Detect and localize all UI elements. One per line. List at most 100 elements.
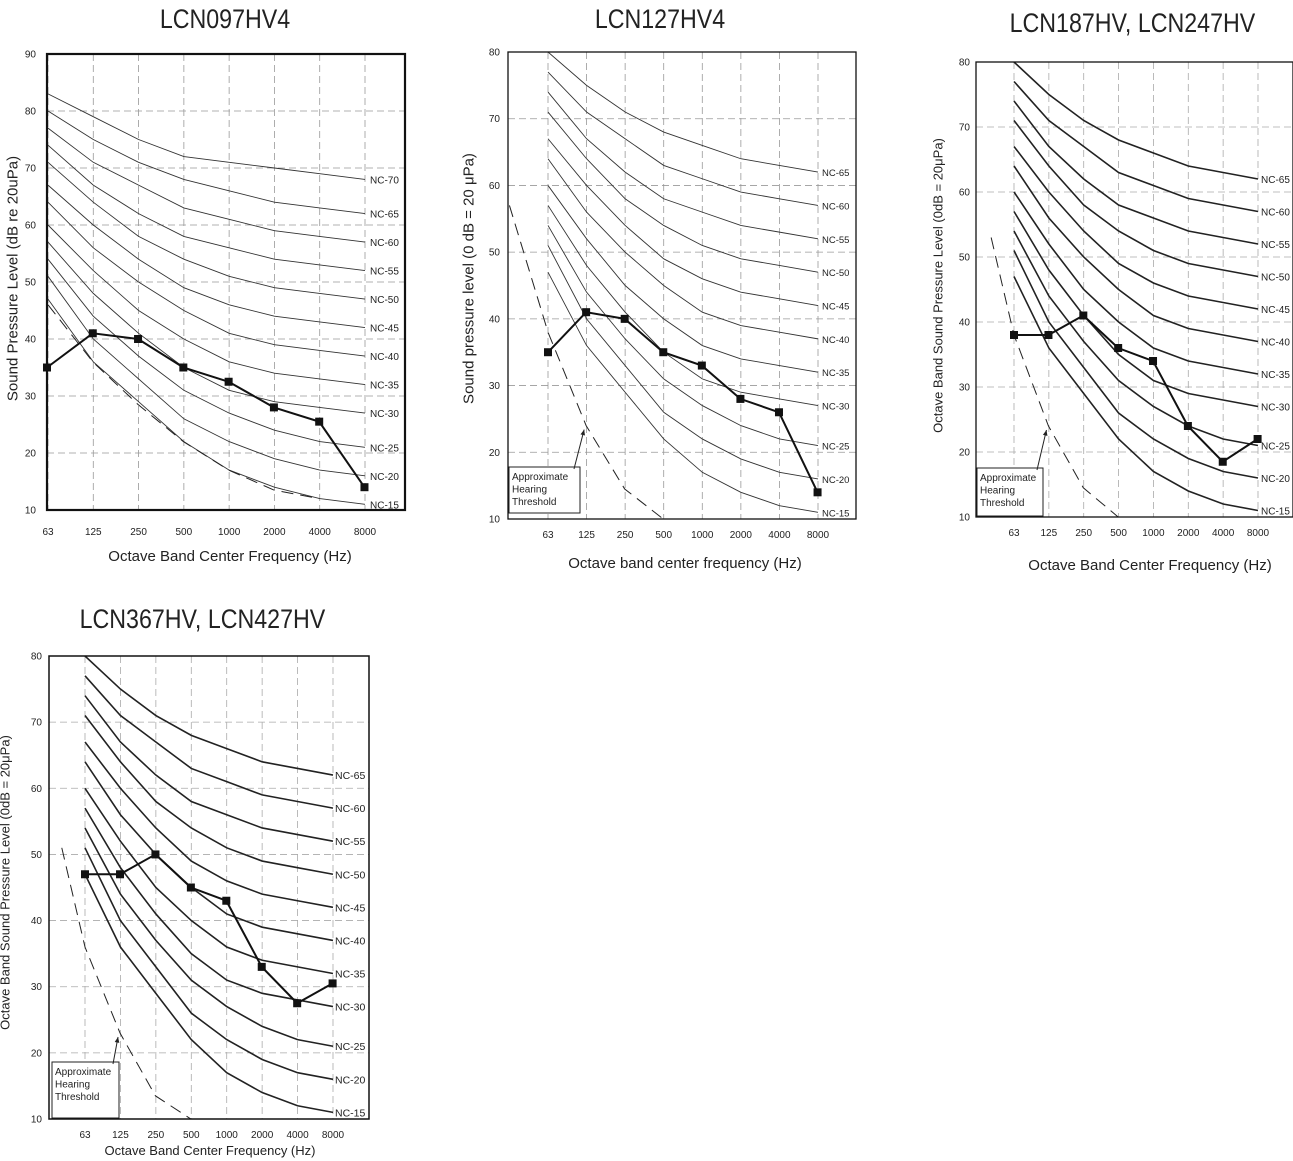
grid-lines: [49, 656, 369, 1119]
y-tick-label: 50: [31, 850, 43, 861]
y-tick-label: 60: [959, 188, 971, 199]
nc-curve-label: NC-60: [370, 238, 399, 249]
chart-title: LCN127HV4: [594, 4, 726, 34]
x-axis-label: Octave band center frequency (Hz): [568, 555, 802, 572]
nc-curve: [547, 91, 819, 240]
threshold-arrow: [1036, 429, 1047, 471]
nc-curve: [47, 161, 366, 300]
y-tick-label: 50: [959, 253, 971, 264]
nc-curve: [84, 675, 334, 809]
nc-curve-label: NC-40: [1261, 338, 1290, 349]
data-point-marker: [186, 883, 195, 892]
y-tick-label: 30: [25, 392, 37, 403]
y-tick-label: 20: [25, 449, 37, 460]
y-tick-label: 20: [489, 448, 501, 459]
nc-curve: [47, 127, 366, 243]
y-tick-label: 50: [489, 248, 501, 259]
x-tick-label: 63: [542, 530, 554, 541]
nc-curve: [1013, 230, 1259, 447]
data-point-marker: [116, 870, 125, 879]
nc-curve: [547, 205, 819, 407]
nc-curve: [1013, 120, 1259, 278]
data-point-marker: [659, 348, 668, 357]
unit-sound-line: [1014, 314, 1259, 464]
nc-curve-label: NC-20: [822, 475, 849, 486]
nc-curve: [84, 695, 334, 842]
threshold-label-text: Hearing: [55, 1080, 90, 1091]
nc-curve: [47, 224, 366, 386]
data-point-marker: [222, 896, 231, 905]
y-tick-label: 80: [959, 58, 971, 69]
threshold-arrow: [573, 429, 585, 470]
data-point-marker: [697, 361, 706, 370]
nc-curve-label: NC-45: [335, 902, 366, 914]
x-tick-label: 2000: [251, 1130, 274, 1141]
nc-curve: [547, 225, 819, 447]
x-tick-label: 125: [578, 530, 595, 541]
nc-curve: [547, 71, 819, 206]
nc-curve-label: NC-50: [822, 268, 849, 279]
nc-curve-label: NC-25: [822, 442, 849, 453]
x-tick-label: 8000: [354, 527, 377, 538]
nc-curve-label: NC-25: [335, 1041, 366, 1053]
nc-curve: [547, 271, 819, 513]
y-tick-label: 40: [489, 314, 501, 325]
nc-curve-label: NC-35: [370, 381, 399, 392]
x-tick-label: 63: [1008, 528, 1020, 539]
nc-curve-label: NC-55: [370, 267, 399, 278]
data-point-marker: [360, 483, 369, 492]
data-point-marker: [1079, 311, 1088, 320]
data-point-marker: [134, 335, 143, 343]
nc-curve-label: NC-40: [370, 352, 399, 363]
y-tick-label: 90: [25, 50, 37, 61]
nc-curve-label: NC-60: [335, 803, 366, 815]
nc-curve: [84, 715, 334, 876]
data-point-marker: [620, 314, 629, 323]
x-tick-label: 2000: [1177, 528, 1200, 539]
hearing-threshold-curve: [61, 847, 192, 1119]
nc-curve: [1013, 146, 1259, 310]
data-point-marker: [544, 348, 552, 357]
y-tick-label: 30: [489, 381, 501, 392]
plot-frame: [48, 655, 370, 1120]
nc-curve-label: NC-40: [335, 935, 366, 947]
x-tick-label: 250: [148, 1130, 165, 1141]
data-point-marker: [151, 850, 160, 859]
nc-curve-label: NC-20: [370, 472, 399, 483]
nc-curve: [1013, 80, 1259, 213]
nc-curve-label: NC-25: [1261, 442, 1290, 453]
x-axis-label: Octave Band Center Frequency (Hz): [104, 1143, 316, 1158]
nc-curve: [84, 787, 334, 975]
nc-curve: [547, 138, 819, 306]
chart-title: LCN367HV, LCN427HV: [79, 604, 326, 634]
nc-curve: [1013, 250, 1259, 479]
unit-sound-series: [1010, 311, 1262, 466]
nc-curve: [1013, 62, 1259, 180]
nc-curve: [47, 93, 366, 180]
unit-sound-line: [46, 332, 366, 488]
data-point-marker: [328, 979, 337, 988]
y-tick-label: 70: [959, 123, 971, 134]
chart-svg: 10 20 30 40 50 60 70 80 63 125 250 500 1000 2000 4000 8…: [31, 652, 370, 1141]
y-tick-label: 20: [31, 1048, 43, 1059]
nc-curve: [1013, 191, 1259, 375]
nc-curve: [547, 52, 819, 173]
data-point-marker: [315, 417, 324, 426]
y-tick-label: 40: [959, 318, 971, 329]
plot-frame: [975, 61, 1293, 518]
nc-curve: [1013, 100, 1259, 245]
data-point-marker: [1183, 422, 1192, 430]
threshold-label-box: [976, 467, 1044, 517]
x-tick-label: 1000: [1142, 528, 1165, 539]
x-tick-label: 4000: [768, 530, 791, 541]
data-point-marker: [269, 403, 278, 412]
nc-curve-label: NC-30: [335, 1002, 366, 1014]
x-tick-label: 8000: [807, 530, 830, 541]
nc-curve-label: NC-50: [1261, 273, 1290, 284]
y-tick-label: 20: [959, 448, 971, 459]
nc-curve-label: NC-30: [1261, 403, 1290, 414]
x-tick-label: 125: [1041, 528, 1058, 539]
threshold-arrowhead: [114, 1037, 120, 1043]
nc-curve-label: NC-20: [1261, 474, 1290, 485]
nc-curves: [547, 52, 819, 513]
